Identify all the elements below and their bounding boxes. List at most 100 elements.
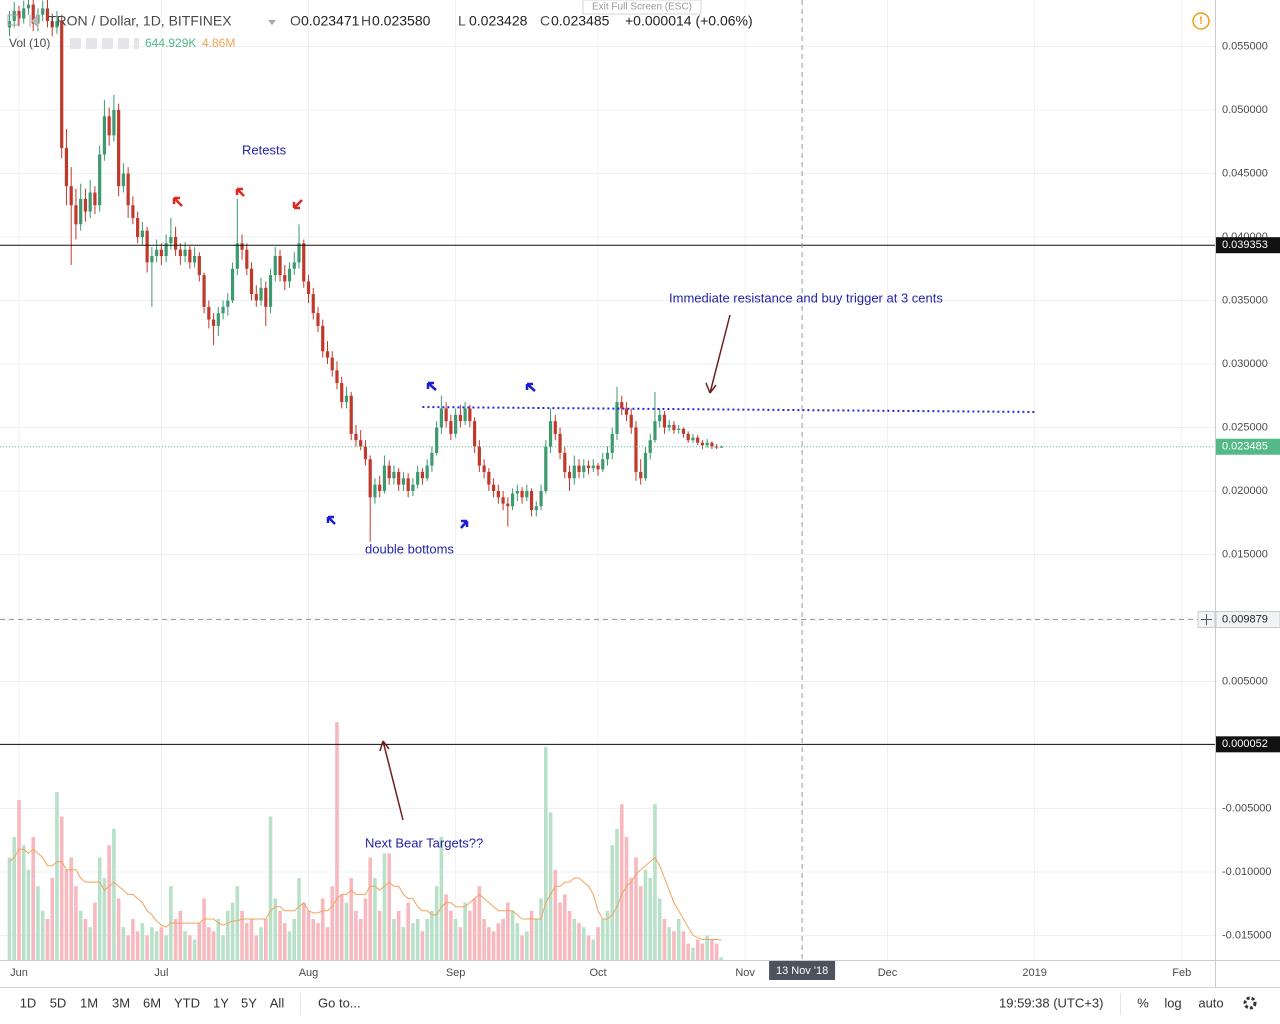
- range-button[interactable]: 1Y: [213, 995, 229, 1010]
- volume-bar: [615, 828, 619, 960]
- volume-bar: [282, 923, 287, 960]
- candle-body: [131, 205, 135, 218]
- volume-bar: [188, 935, 192, 960]
- candle-body: [397, 471, 401, 485]
- exit-button[interactable]: [582, 0, 702, 15]
- alert-mark[interactable]: !: [1199, 15, 1203, 27]
- volume-bar: [491, 931, 496, 960]
- volume-bar: [534, 919, 539, 960]
- candle-body: [520, 490, 524, 498]
- y-tick-label: 0.045000: [1222, 167, 1268, 179]
- volume-bar: [197, 923, 202, 960]
- settings-icon[interactable]: [1243, 996, 1257, 1010]
- candle-body: [662, 414, 667, 428]
- volume-bar: [458, 927, 463, 960]
- alert-icon[interactable]: [1192, 12, 1210, 30]
- candle-body: [192, 256, 197, 263]
- volume-bar: [577, 923, 581, 960]
- volume-bar: [306, 910, 311, 960]
- candle-body: [544, 446, 548, 491]
- candle-body: [22, 8, 26, 19]
- candle-body: [705, 442, 709, 446]
- candle-body: [382, 465, 387, 491]
- range-button[interactable]: 5D: [50, 995, 67, 1010]
- candle-body: [292, 262, 296, 269]
- volume-bar: [525, 931, 529, 960]
- candle-body: [74, 205, 78, 225]
- volume-bar: [719, 957, 724, 960]
- brown-arrow: [379, 740, 404, 821]
- icon[interactable]: [134, 38, 139, 49]
- candle-body: [658, 414, 662, 422]
- candle-body: [297, 243, 301, 263]
- vol-value: 644.929K: [145, 36, 196, 50]
- volume-bar: [249, 919, 254, 960]
- volume-bar: [226, 910, 230, 960]
- range-button[interactable]: 6M: [143, 995, 161, 1010]
- volume-bar: [695, 939, 700, 960]
- volume-bar: [501, 919, 505, 960]
- icon[interactable]: [7, 14, 19, 26]
- candle-body: [639, 471, 643, 479]
- candle-body: [373, 484, 377, 498]
- scale-option[interactable]: %: [1137, 995, 1149, 1010]
- candle-body: [216, 313, 220, 326]
- volume-bar: [254, 935, 259, 960]
- volume-bar: [610, 845, 615, 960]
- crosshair-plus-icon[interactable]: [1201, 614, 1212, 626]
- candle-body: [506, 503, 510, 507]
- volume-bar: [624, 837, 629, 960]
- range-button[interactable]: YTD: [174, 995, 200, 1010]
- volume-bar: [74, 886, 78, 960]
- candle-body: [634, 427, 638, 472]
- volume-bar: [268, 816, 273, 960]
- candle-body: [254, 294, 258, 301]
- candle-body: [349, 395, 353, 434]
- range-button[interactable]: 1D: [20, 995, 37, 1010]
- exit-label[interactable]: Exit Full Screen (ESC): [592, 2, 692, 13]
- volume-bar: [121, 927, 126, 960]
- volume-bar: [349, 878, 354, 960]
- volume-bar: [396, 910, 401, 960]
- goto[interactable]: Go to...: [318, 995, 361, 1010]
- volume-bar: [596, 927, 600, 960]
- candle-body: [306, 281, 311, 295]
- volume-bar: [482, 919, 486, 960]
- volume-bar: [230, 902, 235, 960]
- volume-bar: [572, 919, 577, 960]
- volume-bar: [681, 931, 686, 960]
- volume-bar: [354, 910, 358, 960]
- candle-body: [553, 421, 557, 434]
- volume-bar: [59, 816, 64, 960]
- candle-body: [686, 433, 690, 441]
- candle-body: [249, 268, 254, 295]
- candle-body: [605, 452, 610, 460]
- candle-body: [79, 198, 83, 225]
- range-button[interactable]: 3M: [112, 995, 130, 1010]
- y-tick-label: 0.015000: [1222, 548, 1268, 560]
- ohlc-value: 0.023428: [469, 13, 528, 29]
- candle-body: [449, 421, 453, 434]
- icon[interactable]: [86, 38, 97, 49]
- icon[interactable]: [70, 38, 81, 49]
- range-button[interactable]: 1M: [80, 995, 98, 1010]
- range-button[interactable]: 5Y: [241, 995, 257, 1010]
- price-axis: [1215, 0, 1280, 987]
- volume-bar: [69, 857, 73, 960]
- scale-option[interactable]: auto: [1198, 995, 1223, 1010]
- volume-bar: [629, 878, 634, 960]
- dropdown[interactable]: [268, 20, 276, 25]
- symbol[interactable]: TRON / Dollar, 1D, BITFINEX: [48, 13, 232, 29]
- volume-bar: [31, 837, 36, 960]
- volume-bar: [558, 902, 562, 960]
- volume-bar: [700, 943, 705, 960]
- scale-option[interactable]: log: [1164, 995, 1181, 1010]
- icon[interactable]: [102, 38, 113, 49]
- range-button[interactable]: All: [270, 995, 285, 1010]
- icon[interactable]: [118, 38, 129, 49]
- volume-bar: [135, 931, 140, 960]
- candle-body: [325, 351, 330, 358]
- vol-title[interactable]: Vol (10): [9, 36, 50, 50]
- volume-bar: [548, 812, 553, 960]
- icon[interactable]: [29, 13, 39, 29]
